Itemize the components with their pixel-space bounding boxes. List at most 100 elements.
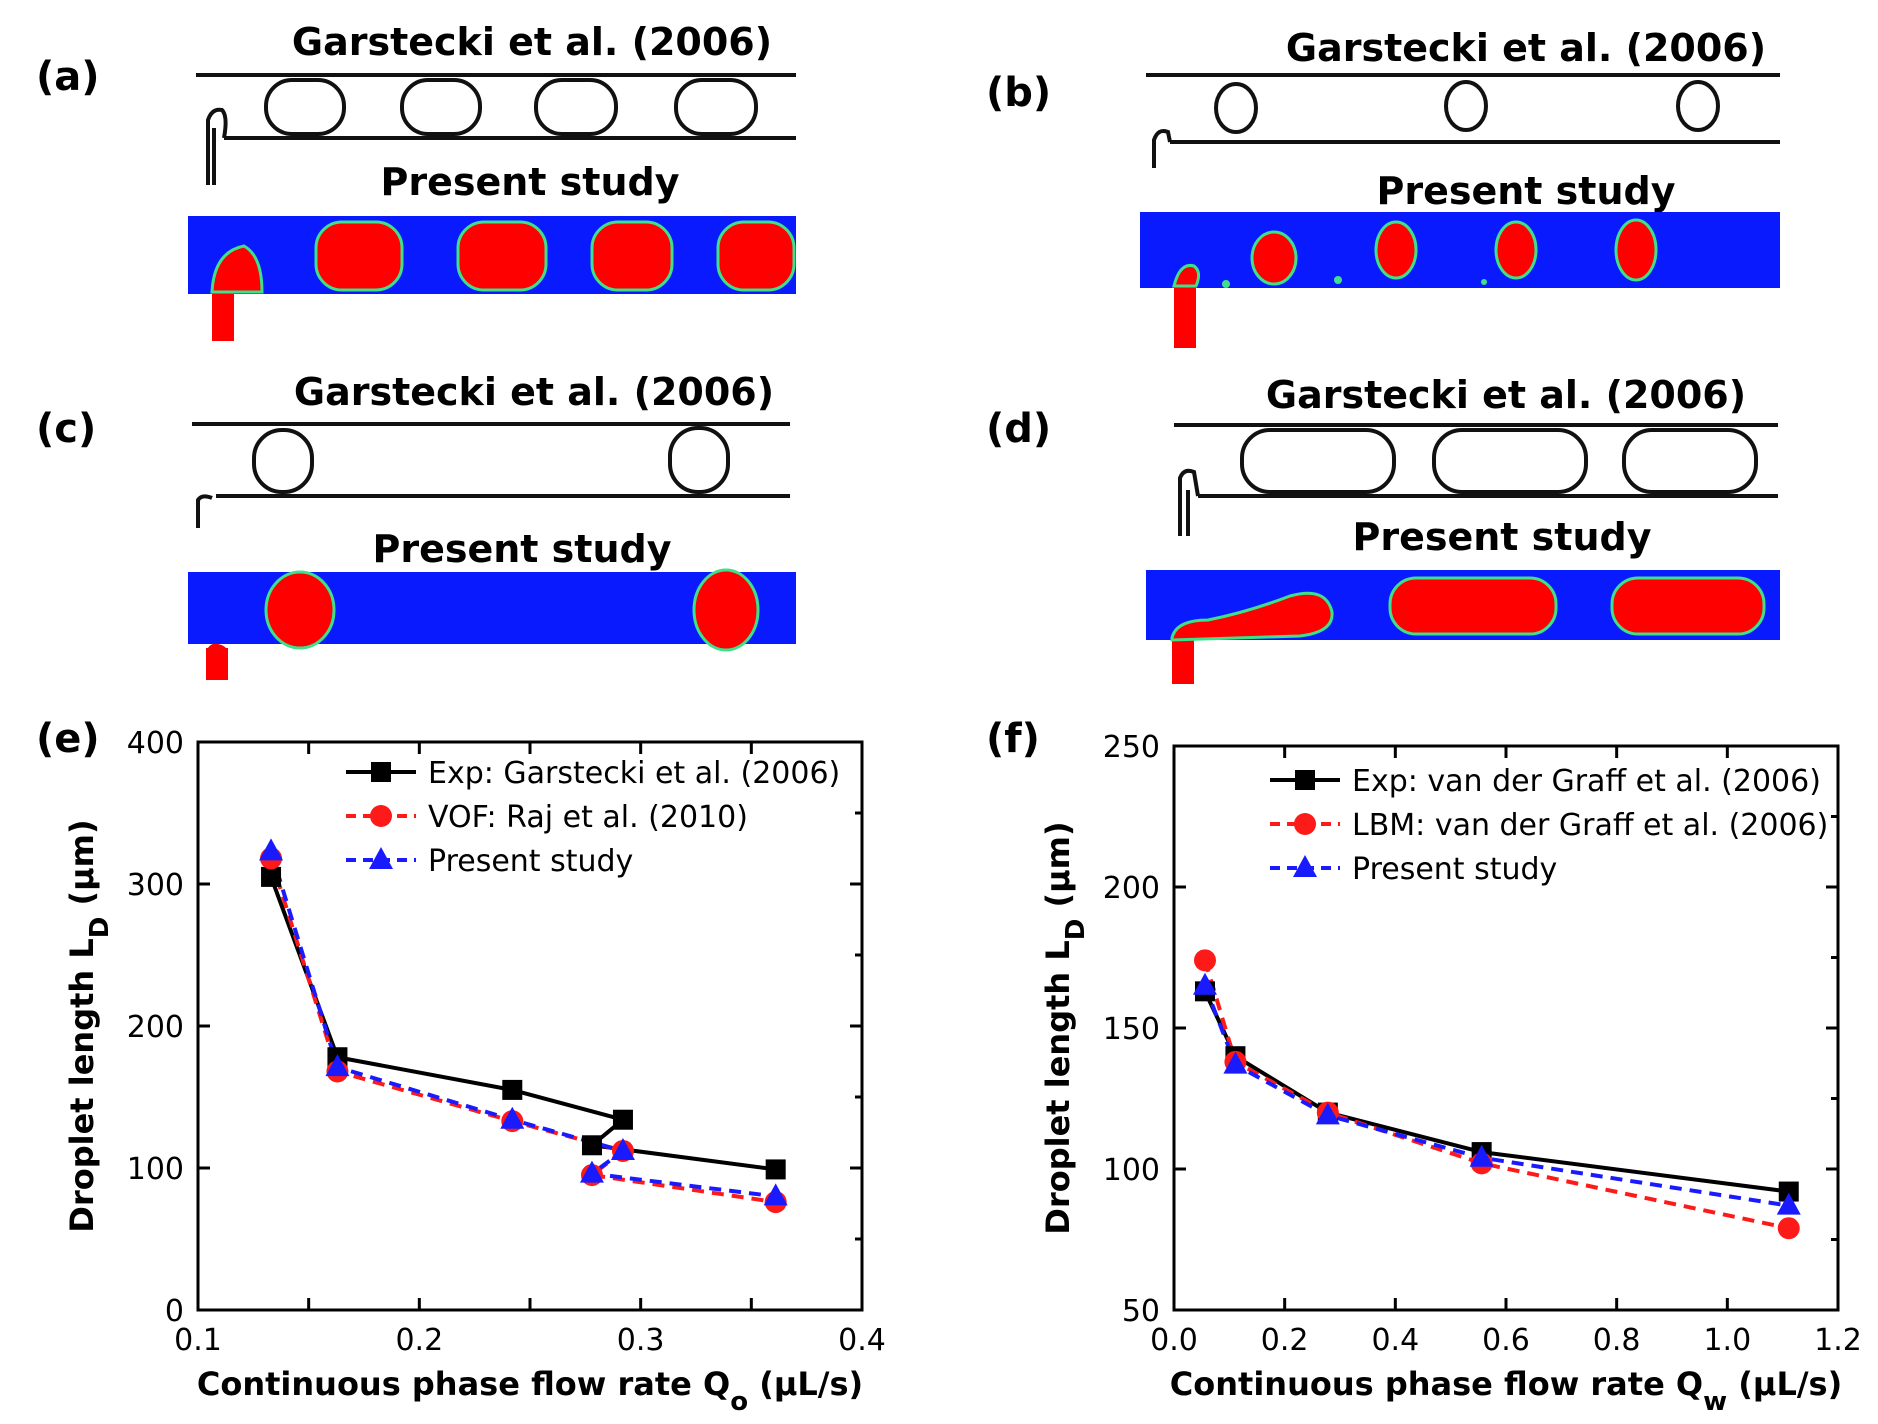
legend-entry: Exp: Garstecki et al. (2006) [428,756,840,791]
y-tick-label: 150 [1103,1012,1160,1047]
legend-entry: Present study [1352,852,1557,887]
legend-marker [1293,855,1317,877]
panel-a-top-title: Garstecki et al. (2006) [292,20,772,64]
panel-b-bottom-title: Present study [1376,169,1675,213]
data-point-square [581,1135,602,1156]
y-axis-label-unit: (μm) [63,819,101,916]
chart-panel-label: (f) [986,716,1040,762]
x-tick-label: 1.0 [1703,1323,1751,1358]
y-tick-label: 100 [127,1152,184,1187]
y-axis-label-subscript: D [1061,919,1091,941]
data-point-triangle [259,838,284,861]
panel-a-simulation-image [188,216,796,341]
data-point-triangle [610,1137,635,1160]
data-point-square [261,866,282,887]
series-line-circle [269,857,776,1205]
data-point-triangle [500,1106,525,1129]
panel-b-experiment-image [1146,73,1780,168]
panel-b-top-title: Garstecki et al. (2006) [1286,26,1766,70]
y-tick-label: 200 [127,1010,184,1045]
data-point-square [612,1109,633,1130]
x-tick-label: 0.1 [174,1323,222,1358]
x-axis-label-unit: (μL/s) [1727,1365,1842,1403]
panel-label-b: (b) [986,70,1051,116]
y-axis-label-unit: (μm) [1039,821,1077,918]
legend-marker [369,847,393,869]
y-tick-label: 200 [1103,871,1160,906]
chart-e: (e) 0.1 0.2 0.3 0.4 0 100 200 300 400 Continuous p… [36,716,886,1417]
y-tick-label: 100 [1103,1153,1160,1188]
data-point-square [765,1159,786,1180]
data-point-square [502,1079,523,1100]
chart-panel-label: (e) [36,716,100,762]
data-point-triangle [763,1183,788,1206]
panel-d-bottom-title: Present study [1352,515,1651,559]
x-axis-label-subscript: o [730,1387,748,1417]
panel-d-simulation-image [1146,570,1780,684]
y-tick-label: 50 [1122,1294,1160,1329]
panel-b: (b) Garstecki et al. (2006) Present stud… [986,26,1780,348]
x-tick-label: 0.2 [395,1323,443,1358]
x-axis-label-main: Continuous phase flow rate Q [1170,1365,1703,1403]
data-point-triangle [1315,1102,1340,1125]
y-tick-label: 400 [127,726,184,761]
y-tick-label: 300 [127,868,184,903]
panel-a: (a) Garstecki et al. (2006) Present stud… [36,20,796,341]
legend-entry: Exp: van der Graff et al. (2006) [1352,764,1821,799]
chart-f: (f) 0.0 0.2 0.4 0.6 0.8 1.0 1.2 50 100 150 200 250 Co… [986,716,1862,1417]
panel-a-experiment-image [196,73,796,185]
x-tick-label: 0.0 [1150,1323,1198,1358]
panel-label-a: (a) [36,54,100,100]
x-tick-label: 0.8 [1593,1323,1641,1358]
data-point-circle [1193,949,1216,972]
panel-c-experiment-image [192,422,790,528]
series-line-triangle [1203,984,1790,1208]
legend-entry: VOF: Raj et al. (2010) [428,800,748,835]
y-tick-label: 250 [1103,730,1160,765]
y-axis-label: Droplet length LD (μm) [63,819,115,1232]
y-axis-label-main: Droplet length L [63,938,101,1232]
panel-label-d: (d) [986,406,1051,452]
panel-d-top-title: Garstecki et al. (2006) [1266,373,1746,417]
x-tick-label: 0.3 [617,1323,665,1358]
data-point-triangle [1469,1144,1494,1167]
data-point-triangle [1776,1192,1801,1215]
data-point-square [1778,1181,1799,1202]
panel-c-simulation-image [188,568,796,680]
panel-b-simulation-image [1140,212,1780,348]
x-axis-label-unit: (μL/s) [748,1365,863,1403]
legend-entry: LBM: van der Graff et al. (2006) [1352,808,1828,843]
x-tick-label: 1.2 [1814,1323,1862,1358]
panel-d-experiment-image [1174,423,1778,536]
series-line-square [269,876,776,1172]
data-point-circle [1777,1217,1800,1240]
panel-label-c: (c) [36,406,96,452]
data-point-triangle [579,1160,604,1183]
y-tick-label: 0 [165,1294,184,1329]
series-line-triangle [269,850,776,1199]
panel-c-top-title: Garstecki et al. (2006) [294,370,774,414]
legend-marker [1294,813,1316,835]
x-axis-label-main: Continuous phase flow rate Q [197,1365,730,1403]
panel-a-bottom-title: Present study [380,160,679,204]
x-tick-label: 0.6 [1482,1323,1530,1358]
panel-c-bottom-title: Present study [372,527,671,571]
data-point-triangle [1223,1051,1248,1074]
data-point-triangle [325,1054,350,1077]
y-axis-label-main: Droplet length L [1039,940,1077,1234]
legend-entry: Present study [428,844,633,879]
legend-marker [1295,770,1315,790]
data-point-triangle [1192,972,1217,995]
x-tick-label: 0.4 [1371,1323,1419,1358]
panel-d: (d) Garstecki et al. (2006) Present stud… [986,373,1780,684]
legend-marker [371,762,391,782]
panel-c: (c) Garstecki et al. (2006) Present stud… [36,370,796,680]
x-axis-label: Continuous phase flow rate Qo (μL/s) [197,1365,863,1417]
x-tick-label: 0.2 [1261,1323,1309,1358]
x-tick-label: 0.4 [838,1323,886,1358]
legend-marker [370,805,392,827]
x-axis-label-subscript: w [1703,1387,1727,1417]
y-axis-label-subscript: D [85,917,115,939]
